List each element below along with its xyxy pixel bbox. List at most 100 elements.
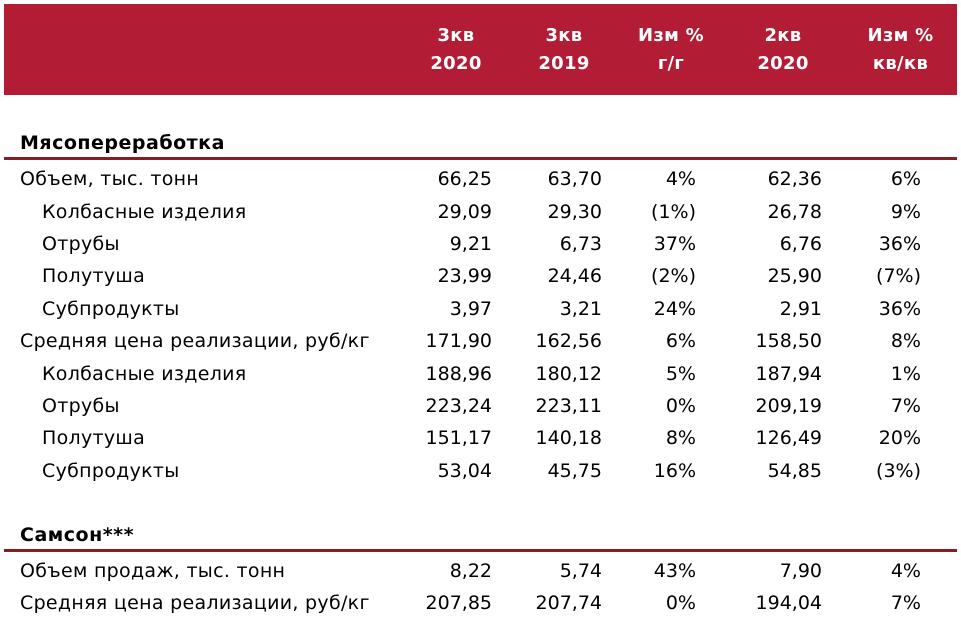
value-3q2019: 207,74 xyxy=(535,592,602,615)
table-row: Средняя цена реализации, руб/кг 171,90 1… xyxy=(4,325,957,357)
row-label: Колбасные изделия xyxy=(42,200,247,223)
value-3q2019: 162,56 xyxy=(535,330,602,353)
column-header-change-yoy: Изм % г/г xyxy=(620,22,722,78)
value-2q2020: 25,90 xyxy=(767,265,822,288)
table-row: Отрубы 9,21 6,73 37% 6,76 36% xyxy=(4,228,957,260)
value-2q2020: 62,36 xyxy=(767,168,822,191)
value-3q2019: 140,18 xyxy=(535,427,602,450)
section-rule xyxy=(4,157,957,160)
value-change-yoy: 0% xyxy=(665,592,696,615)
value-3q2019: 180,12 xyxy=(535,362,602,385)
table-row: Объем, тыс. тонн 66,25 63,70 4% 62,36 6% xyxy=(4,163,957,195)
value-2q2020: 54,85 xyxy=(767,459,822,482)
row-label: Колбасные изделия xyxy=(42,362,247,385)
value-3q2019: 5,74 xyxy=(559,560,602,583)
value-change-qoq: 7% xyxy=(890,394,921,417)
value-2q2020: 7,90 xyxy=(779,560,822,583)
value-change-qoq: (7%) xyxy=(876,265,921,288)
section-rule xyxy=(4,548,957,552)
value-change-yoy: 24% xyxy=(653,297,696,320)
value-2q2020: 209,19 xyxy=(755,394,822,417)
value-change-yoy: 4% xyxy=(665,168,696,191)
value-3q2020: 151,17 xyxy=(425,427,492,450)
row-label: Полутуша xyxy=(42,265,146,288)
column-header-line: 3кв xyxy=(545,24,583,46)
value-change-qoq: 7% xyxy=(890,592,921,615)
column-header-2q2020: 2кв 2020 xyxy=(722,22,844,78)
value-2q2020: 6,76 xyxy=(779,232,822,255)
value-3q2020: 3,97 xyxy=(449,297,492,320)
value-3q2020: 207,85 xyxy=(425,592,492,615)
value-change-yoy: 37% xyxy=(653,232,696,255)
value-change-yoy: 16% xyxy=(653,459,696,482)
row-label: Полутуша xyxy=(42,427,146,450)
table-row: Объем продаж, тыс. тонн 8,22 5,74 43% 7,… xyxy=(4,555,957,587)
section-rows-meat-processing: Объем, тыс. тонн 66,25 63,70 4% 62,36 6%… xyxy=(4,163,957,487)
value-2q2020: 2,91 xyxy=(779,297,822,320)
value-3q2019: 3,21 xyxy=(559,297,602,320)
value-change-yoy: (2%) xyxy=(651,265,696,288)
table-row: Субпродукты 3,97 3,21 24% 2,91 36% xyxy=(4,293,957,325)
value-change-qoq: 36% xyxy=(878,297,921,320)
column-header-line: 2020 xyxy=(430,52,482,74)
column-header-3q2019: 3кв 2019 xyxy=(508,22,620,78)
value-change-yoy: (1%) xyxy=(651,200,696,223)
value-change-qoq: 9% xyxy=(890,200,921,223)
value-change-qoq: (3%) xyxy=(876,459,921,482)
column-header-line: 2019 xyxy=(538,52,590,74)
column-header-line: 2020 xyxy=(757,52,809,74)
row-label: Субпродукты xyxy=(42,297,180,320)
column-header-line: Изм % xyxy=(867,24,934,46)
row-label: Отрубы xyxy=(42,232,120,255)
quarterly-results-table: 3кв 2020 3кв 2019 Изм % г/г 2кв 2020 Изм… xyxy=(4,4,957,620)
value-2q2020: 26,78 xyxy=(767,200,822,223)
table-row: Отрубы 223,24 223,11 0% 209,19 7% xyxy=(4,390,957,422)
value-change-qoq: 36% xyxy=(878,232,921,255)
value-change-yoy: 0% xyxy=(665,394,696,417)
value-3q2019: 29,30 xyxy=(547,200,602,223)
row-label: Объем, тыс. тонн xyxy=(20,168,200,191)
column-header-line: 2кв xyxy=(764,24,802,46)
table-row: Средняя цена реализации, руб/кг 207,85 2… xyxy=(4,587,957,619)
section-rows-samson: Объем продаж, тыс. тонн 8,22 5,74 43% 7,… xyxy=(4,555,957,620)
value-3q2020: 171,90 xyxy=(425,330,492,353)
value-2q2020: 194,04 xyxy=(755,592,822,615)
row-label: Субпродукты xyxy=(42,459,180,482)
value-3q2019: 223,11 xyxy=(535,394,602,417)
value-2q2020: 187,94 xyxy=(755,362,822,385)
column-header-line: 3кв xyxy=(437,24,475,46)
table-header: 3кв 2020 3кв 2019 Изм % г/г 2кв 2020 Изм… xyxy=(4,4,957,95)
column-header-line: кв/кв xyxy=(872,52,929,74)
value-change-yoy: 5% xyxy=(665,362,696,385)
value-3q2019: 24,46 xyxy=(547,265,602,288)
value-change-qoq: 6% xyxy=(890,168,921,191)
value-2q2020: 158,50 xyxy=(755,330,822,353)
row-label: Отрубы xyxy=(42,394,120,417)
row-label: Средняя цена реализации, руб/кг xyxy=(20,592,370,615)
column-header-line: Изм % xyxy=(637,24,705,46)
value-3q2019: 63,70 xyxy=(547,168,602,191)
table-row: Колбасные изделия 188,96 180,12 5% 187,9… xyxy=(4,357,957,389)
row-label: Объем продаж, тыс. тонн xyxy=(20,560,286,583)
value-3q2020: 66,25 xyxy=(437,168,492,191)
column-header-line: г/г xyxy=(657,52,685,74)
value-change-qoq: 8% xyxy=(890,330,921,353)
value-change-qoq: 4% xyxy=(890,560,921,583)
value-change-qoq: 20% xyxy=(878,427,921,450)
value-3q2020: 29,09 xyxy=(437,200,492,223)
value-change-yoy: 6% xyxy=(665,330,696,353)
value-2q2020: 126,49 xyxy=(755,427,822,450)
table-row: Полутуша 23,99 24,46 (2%) 25,90 (7%) xyxy=(4,260,957,292)
column-header-3q2020: 3кв 2020 xyxy=(404,22,508,78)
value-3q2020: 9,21 xyxy=(449,232,492,255)
value-3q2019: 45,75 xyxy=(547,459,602,482)
section-title-samson: Самсон*** xyxy=(20,523,135,546)
table-row: Полутуша 151,17 140,18 8% 126,49 20% xyxy=(4,422,957,454)
value-3q2019: 6,73 xyxy=(559,232,602,255)
column-header-change-qoq: Изм % кв/кв xyxy=(844,22,957,78)
value-3q2020: 223,24 xyxy=(425,394,492,417)
table-row: Колбасные изделия 29,09 29,30 (1%) 26,78… xyxy=(4,195,957,227)
section-title-meat-processing: Мясопереработка xyxy=(20,132,225,154)
value-3q2020: 53,04 xyxy=(437,459,492,482)
table-row: Субпродукты 53,04 45,75 16% 54,85 (3%) xyxy=(4,455,957,487)
